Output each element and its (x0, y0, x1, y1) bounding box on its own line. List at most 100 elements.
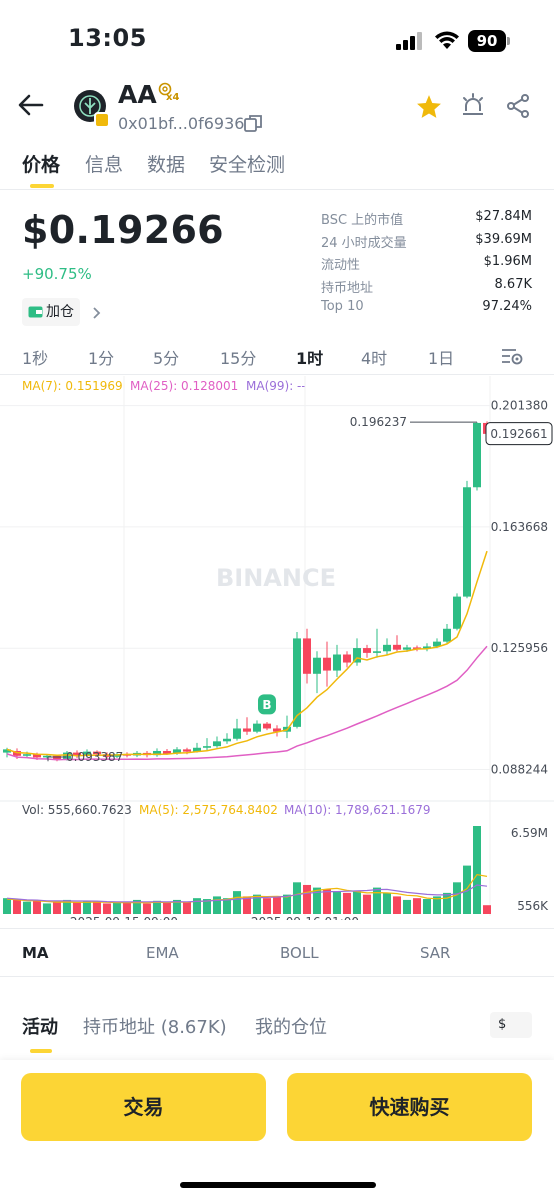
volume-bar (113, 901, 121, 914)
stat-market-cap-value: $27.84M (475, 209, 532, 224)
volume-bar (233, 891, 241, 914)
candles (3, 421, 491, 762)
interval-1m[interactable]: 1分 (88, 349, 115, 368)
stat-volume-label: 24 小时成交量 (321, 236, 407, 251)
add-position-button[interactable]: 加仓 (22, 298, 80, 326)
volume-bar (53, 901, 61, 914)
indicator-ema[interactable]: EMA (146, 944, 179, 962)
volume-bar (313, 887, 321, 914)
buy-marker-badge (258, 694, 276, 715)
tab-holders[interactable]: 持币地址 (8.67K) (83, 1017, 227, 1038)
indicator-sar[interactable]: SAR (420, 944, 451, 962)
currency-toggle[interactable]: $ (490, 1012, 532, 1038)
bottom-tab-active-indicator (30, 1049, 52, 1053)
volume-bar (103, 903, 111, 914)
volume-bar (213, 896, 221, 914)
volume-bar (393, 896, 401, 914)
candle-body (13, 750, 21, 756)
volume-bar (33, 900, 41, 914)
tab-my-positions[interactable]: 我的仓位 (255, 1017, 327, 1038)
alert-bell-icon[interactable] (460, 92, 486, 118)
chevron-right-icon[interactable] (92, 306, 101, 320)
volume-bar (343, 892, 351, 914)
tab-security-check[interactable]: 安全检测 (209, 154, 286, 176)
volume-bar (323, 889, 331, 914)
volume-bar (93, 901, 101, 914)
candle-body (223, 738, 231, 742)
tab-data[interactable]: 数据 (147, 154, 186, 176)
tab-active-indicator (30, 184, 54, 188)
candle-body (203, 746, 211, 748)
candle-body (233, 728, 241, 739)
volume-bar (253, 894, 261, 914)
stat-holders-label: 持币地址 (321, 281, 374, 296)
tab-info[interactable]: 信息 (85, 154, 124, 176)
candle-body (343, 654, 351, 663)
candlestick-chart[interactable]: BINANCE 0.201380 0.163668 0.125956 0.088244… (0, 376, 554, 920)
volume-bar (43, 903, 51, 914)
token-logo-icon (74, 90, 106, 122)
volume-bar (403, 899, 411, 914)
low-marker-label: 0.093387 (66, 750, 123, 764)
candle-body (193, 747, 201, 752)
candle-body (453, 596, 461, 629)
volume-bar (173, 899, 181, 914)
ma25-line (6, 645, 488, 761)
volume-bar (483, 905, 491, 914)
chart-settings-icon[interactable] (500, 346, 524, 366)
y-axis-labels: 0.201380 0.163668 0.125956 0.088244 6.59M 556… (70, 399, 549, 920)
interval-1s[interactable]: 1秒 (22, 349, 49, 368)
volume-bar (433, 896, 441, 914)
candle-body (273, 728, 281, 732)
stat-liquidity-label: 流动性 (321, 258, 361, 273)
back-arrow-icon[interactable] (18, 94, 44, 116)
trade-button[interactable]: 交易 (21, 1073, 266, 1141)
candle-body (413, 647, 421, 649)
candle-body (33, 754, 41, 758)
volume-axis-tick: 6.59M (511, 826, 548, 840)
multiplier-badge: x4 (166, 92, 180, 103)
interval-5m[interactable]: 5分 (153, 349, 180, 368)
candle-body (363, 648, 371, 653)
tab-price[interactable]: 价格 (22, 154, 61, 176)
candle-body (473, 422, 481, 488)
volume-bar (3, 898, 11, 914)
stat-liquidity-value: $1.96M (483, 254, 532, 269)
tab-activity[interactable]: 活动 (22, 1017, 58, 1038)
candle-body (323, 657, 331, 671)
candle-body (153, 750, 161, 756)
candle-body (83, 751, 91, 756)
battery-nub (507, 37, 510, 45)
volume-bar (243, 896, 251, 914)
volume-bar (153, 900, 161, 914)
share-icon[interactable] (506, 94, 530, 118)
interval-4h[interactable]: 4时 (361, 349, 388, 368)
stat-volume-value: $39.69M (475, 232, 532, 247)
volume-bars (3, 826, 491, 914)
quick-buy-button[interactable]: 快速购买 (287, 1073, 532, 1141)
candle-body (433, 641, 441, 647)
volume-bar (363, 894, 371, 914)
interval-1d[interactable]: 1日 (428, 349, 455, 368)
stat-top10-value: 97.24% (482, 299, 532, 314)
volume-axis-tick: 556K (517, 899, 549, 913)
ma7-line (6, 550, 488, 757)
volume-bar (273, 896, 281, 914)
candle-body (443, 628, 451, 642)
star-icon[interactable] (416, 94, 442, 119)
volume-ma5-line (6, 874, 488, 904)
tabs-divider (0, 189, 554, 190)
contract-address: 0x01bf...0f6936 (118, 114, 245, 133)
indicator-boll[interactable]: BOLL (280, 944, 319, 962)
candle-body (263, 723, 271, 729)
copy-icon[interactable] (244, 114, 262, 132)
interval-15m[interactable]: 15分 (220, 349, 257, 368)
candle-body (353, 648, 361, 663)
chart-grid (0, 376, 554, 916)
volume-ma5-legend: MA(5): 2,575,764.8402 (139, 803, 278, 817)
indicator-divider (0, 976, 554, 977)
indicator-ma[interactable]: MA (22, 944, 49, 962)
y-axis-tick: 0.088244 (491, 762, 548, 776)
candle-body (43, 755, 51, 758)
interval-1h[interactable]: 1时 (296, 349, 324, 368)
